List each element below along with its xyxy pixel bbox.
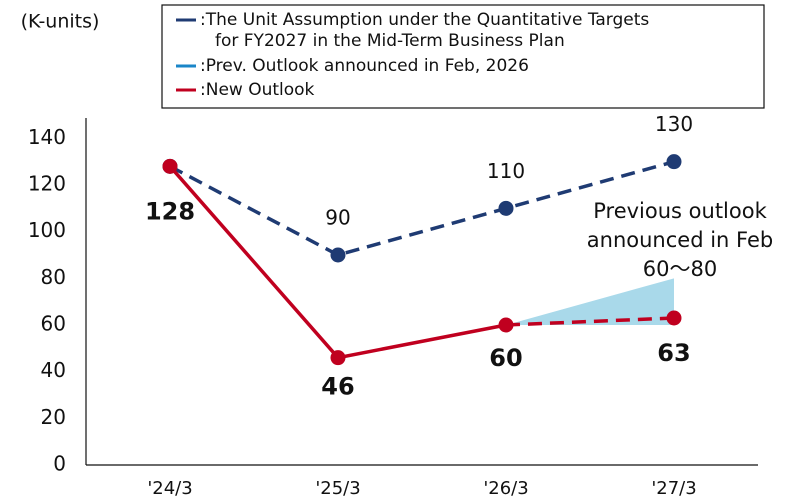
legend-box [161,4,765,109]
line [169,159,675,257]
y-tick-label: 60 [41,312,66,336]
legend-label: :The Unit Assumption under the Quantitat… [200,10,649,51]
line [505,316,675,327]
y-tick-label: 120 [28,172,66,196]
legend-label: :New Outlook [200,80,315,100]
point [498,200,514,216]
y-tick-label: 80 [41,265,66,289]
annotation: Previous outlook [593,199,767,223]
data-label: 60 [489,344,522,372]
point [666,154,682,170]
x-tick-label: '27/3 [651,478,696,499]
data-label: 128 [145,197,195,225]
x-tick-label: '26/3 [483,478,528,499]
y-tick-label: 0 [53,452,66,476]
point [330,247,346,263]
y-tick-label: 40 [41,358,66,382]
point [498,317,514,333]
point [330,350,346,366]
annotation: announced in Feb [587,228,773,252]
data-label: 46 [321,373,354,401]
point [666,310,682,326]
x-tick-label: '25/3 [315,478,360,499]
x-tick-label: '24/3 [147,478,192,499]
unit-label: (K-units) [21,11,100,33]
data-label: 63 [657,339,690,367]
data-label: 110 [487,159,525,183]
y-tick-label: 140 [28,125,66,149]
range-area [506,278,674,325]
point [162,158,178,174]
legend-label: :Prev. Outlook announced in Feb, 2026 [200,56,529,76]
annotation: 60〜80 [643,257,717,281]
y-tick-label: 100 [28,218,66,242]
y-tick-label: 20 [41,405,66,429]
data-label: 90 [325,206,350,230]
data-label: 130 [655,112,693,136]
